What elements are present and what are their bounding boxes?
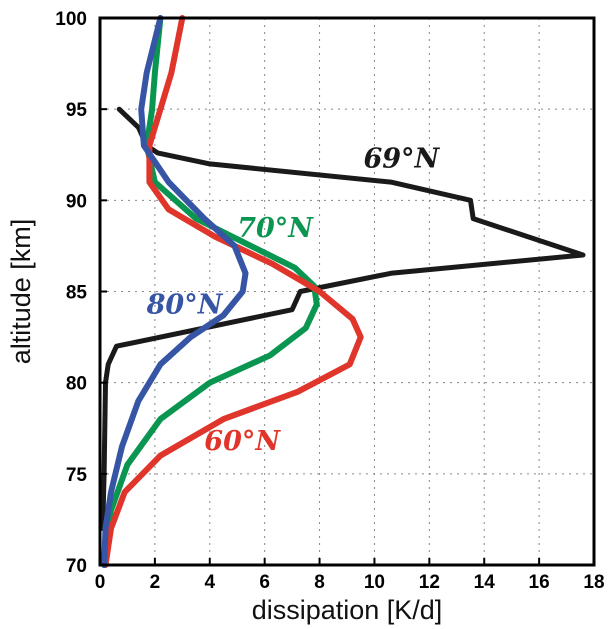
annotation-layer: 69°N 70°N 80°N 60°N — [146, 144, 441, 458]
series-label-69n: 69°N — [363, 144, 440, 175]
y-tick-label: 70 — [66, 556, 87, 577]
x-tick-label: 14 — [474, 572, 496, 593]
y-tick-label: 75 — [66, 465, 88, 486]
x-tick-label: 6 — [259, 572, 270, 593]
x-tick-label: 16 — [529, 572, 550, 593]
series-label-70n: 70°N — [237, 213, 314, 244]
series-line-80n — [101, 15, 249, 568]
y-axis-ticks: 70 75 80 85 90 95 100 — [55, 9, 107, 577]
x-axis-ticks: 0 2 4 6 8 10 12 14 16 18 — [95, 558, 605, 593]
x-axis-title: dissipation [K/d] — [252, 595, 443, 625]
x-tick-label: 10 — [364, 572, 385, 593]
x-tick-label: 8 — [314, 572, 325, 593]
series-label-60n: 60°N — [204, 426, 281, 457]
series-line-69n — [100, 106, 586, 531]
grid-layer — [100, 18, 594, 565]
y-axis-title: altitude [km] — [6, 219, 36, 365]
y-tick-label: 90 — [66, 191, 87, 212]
series-layer — [100, 15, 586, 568]
y-tick-label: 85 — [66, 283, 88, 304]
x-tick-label: 18 — [583, 572, 604, 593]
x-tick-label: 2 — [150, 572, 161, 593]
series-label-80n: 80°N — [146, 289, 224, 320]
series-line-60n — [102, 15, 364, 568]
y-tick-label: 95 — [66, 100, 88, 121]
x-tick-label: 0 — [95, 572, 106, 593]
x-tick-label: 4 — [204, 572, 215, 593]
x-tick-label: 12 — [419, 572, 440, 593]
y-tick-label: 100 — [55, 9, 87, 30]
y-tick-label: 80 — [66, 374, 87, 395]
